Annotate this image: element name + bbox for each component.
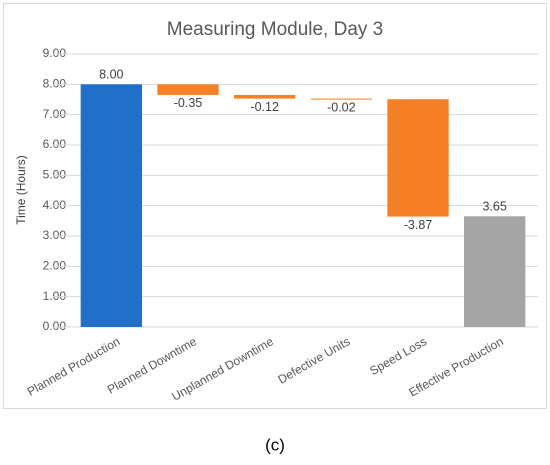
y-tick-label: 0.00 xyxy=(43,319,67,333)
y-tick-label: 7.00 xyxy=(43,107,67,121)
bar xyxy=(80,84,142,327)
value-label: -3.87 xyxy=(404,218,433,232)
value-label: 8.00 xyxy=(99,68,123,82)
bar xyxy=(310,98,372,100)
bar xyxy=(387,99,449,217)
y-tick-label: 2.00 xyxy=(43,259,67,273)
y-tick-label: 9.00 xyxy=(43,46,67,60)
y-tick-label: 5.00 xyxy=(43,168,67,182)
bar xyxy=(157,84,219,95)
y-tick-label: 8.00 xyxy=(43,77,67,91)
value-label: 3.65 xyxy=(482,200,506,214)
y-tick-label: 4.00 xyxy=(43,198,67,212)
value-label: -0.35 xyxy=(174,96,203,110)
value-label: -0.12 xyxy=(250,100,279,114)
y-tick-label: 1.00 xyxy=(43,289,67,303)
chart-title: Measuring Module, Day 3 xyxy=(167,19,384,40)
y-axis-label: Time (Hours) xyxy=(14,155,28,225)
y-tick-label: 3.00 xyxy=(43,228,67,242)
bar xyxy=(234,94,296,99)
value-label: -0.02 xyxy=(327,100,356,114)
y-tick-label: 6.00 xyxy=(43,137,67,151)
bar xyxy=(464,216,526,327)
caption: (c) xyxy=(265,435,285,454)
